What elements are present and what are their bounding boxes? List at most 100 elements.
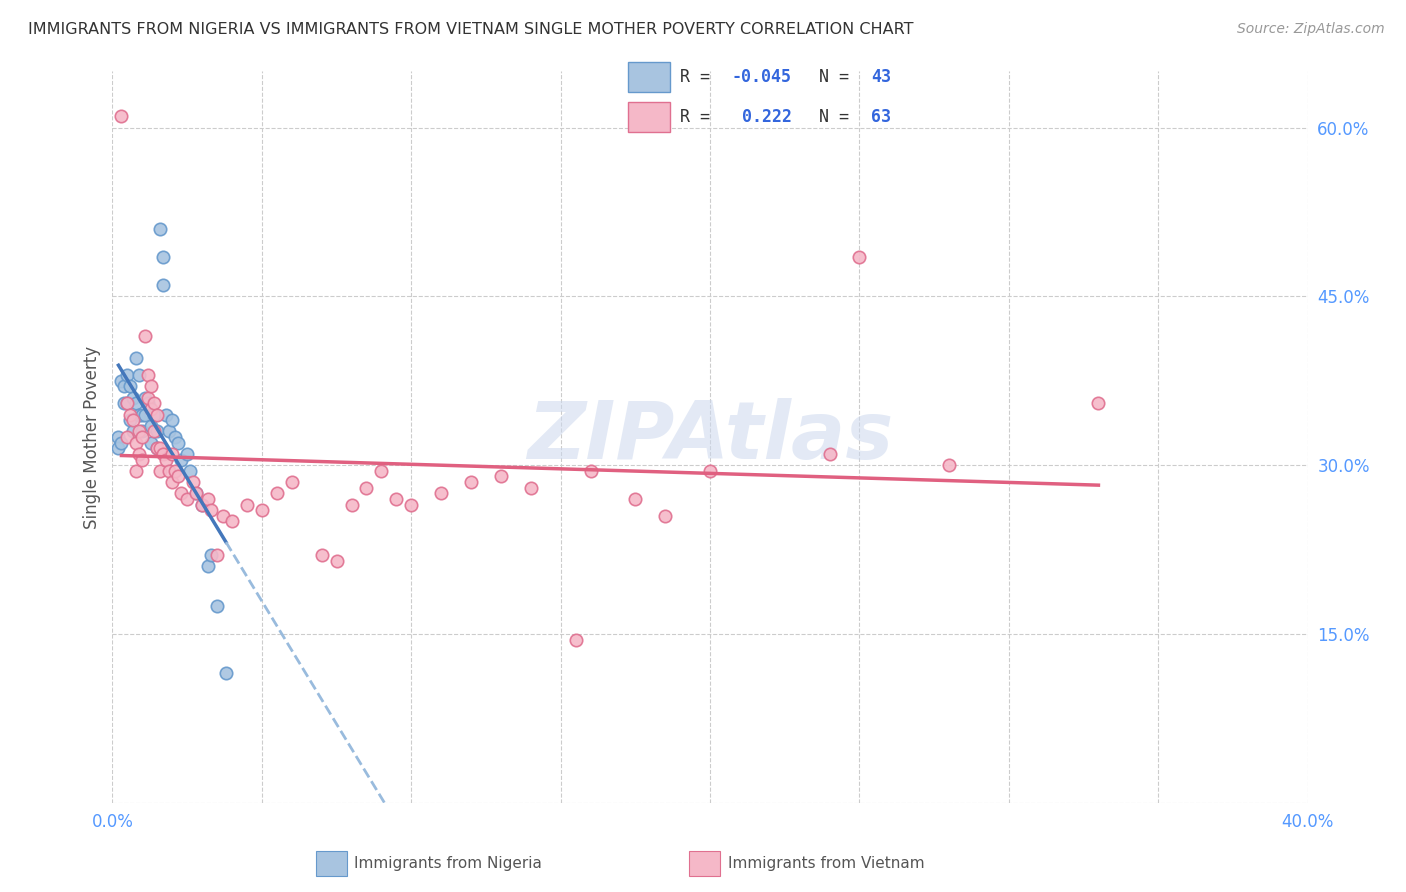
Text: Source: ZipAtlas.com: Source: ZipAtlas.com [1237, 22, 1385, 37]
Point [149, 442, 172, 456]
Point [197, 559, 219, 574]
Point [117, 396, 139, 410]
Point [110, 374, 132, 388]
Point [107, 442, 129, 456]
Point [191, 498, 214, 512]
Point [125, 435, 148, 450]
Point [520, 481, 543, 495]
Point [149, 222, 172, 236]
Point [179, 464, 201, 478]
Point [197, 491, 219, 506]
Point [281, 475, 304, 489]
Point [460, 475, 482, 489]
Point [149, 464, 172, 478]
Point [699, 464, 721, 478]
Point [938, 458, 960, 473]
Point [128, 447, 150, 461]
FancyBboxPatch shape [628, 62, 671, 92]
Text: Immigrants from Vietnam: Immigrants from Vietnam [728, 856, 925, 871]
Point [340, 498, 363, 512]
Point [325, 554, 347, 568]
Point [176, 491, 198, 506]
Point [200, 548, 222, 562]
Text: 43: 43 [870, 68, 891, 86]
Point [141, 435, 163, 450]
Text: 0.222: 0.222 [741, 108, 792, 126]
Point [564, 632, 586, 647]
Point [157, 425, 180, 439]
Point [848, 250, 870, 264]
Point [167, 435, 190, 450]
Point [114, 379, 135, 393]
Point [120, 413, 142, 427]
Point [131, 452, 153, 467]
Point [125, 351, 148, 366]
Point [122, 413, 145, 427]
Point [205, 599, 228, 613]
Point [215, 666, 238, 681]
Point [146, 442, 169, 456]
Text: R =: R = [681, 108, 730, 126]
Point [152, 447, 174, 461]
Point [250, 503, 273, 517]
Point [205, 548, 228, 562]
Point [141, 401, 163, 416]
Point [138, 396, 160, 410]
Point [134, 391, 156, 405]
Point [167, 469, 190, 483]
Point [356, 481, 378, 495]
Point [146, 442, 169, 456]
Point [221, 515, 243, 529]
Point [131, 430, 153, 444]
Point [143, 408, 166, 422]
Point [120, 379, 142, 393]
Point [152, 278, 174, 293]
Point [143, 396, 166, 410]
Y-axis label: Single Mother Poverty: Single Mother Poverty [83, 345, 101, 529]
Point [117, 396, 139, 410]
Point [152, 250, 174, 264]
Text: -0.045: -0.045 [731, 68, 792, 86]
Point [122, 391, 145, 405]
Point [818, 447, 841, 461]
Point [107, 430, 129, 444]
Point [162, 413, 183, 427]
Point [131, 408, 153, 422]
Point [110, 109, 132, 123]
Point [141, 418, 163, 433]
Text: N =: N = [820, 68, 859, 86]
Point [212, 508, 235, 523]
Point [430, 486, 453, 500]
Text: N =: N = [820, 108, 859, 126]
Point [191, 498, 214, 512]
Point [138, 368, 160, 383]
Point [122, 425, 145, 439]
Point [162, 447, 183, 461]
Point [125, 396, 148, 410]
Point [131, 425, 153, 439]
Point [146, 425, 169, 439]
Point [143, 425, 166, 439]
Point [134, 328, 156, 343]
Point [654, 508, 676, 523]
Point [176, 447, 198, 461]
Point [114, 396, 135, 410]
Point [236, 498, 259, 512]
Point [117, 430, 139, 444]
Point [165, 430, 187, 444]
Point [128, 368, 150, 383]
Point [155, 452, 177, 467]
Point [146, 408, 169, 422]
Point [120, 408, 142, 422]
Point [170, 486, 193, 500]
Point [170, 452, 193, 467]
Point [385, 491, 408, 506]
Point [141, 379, 163, 393]
Point [162, 475, 183, 489]
Text: 63: 63 [870, 108, 891, 126]
Point [117, 368, 139, 383]
Point [155, 408, 177, 422]
Point [186, 486, 208, 500]
Point [165, 464, 187, 478]
Point [266, 486, 288, 500]
